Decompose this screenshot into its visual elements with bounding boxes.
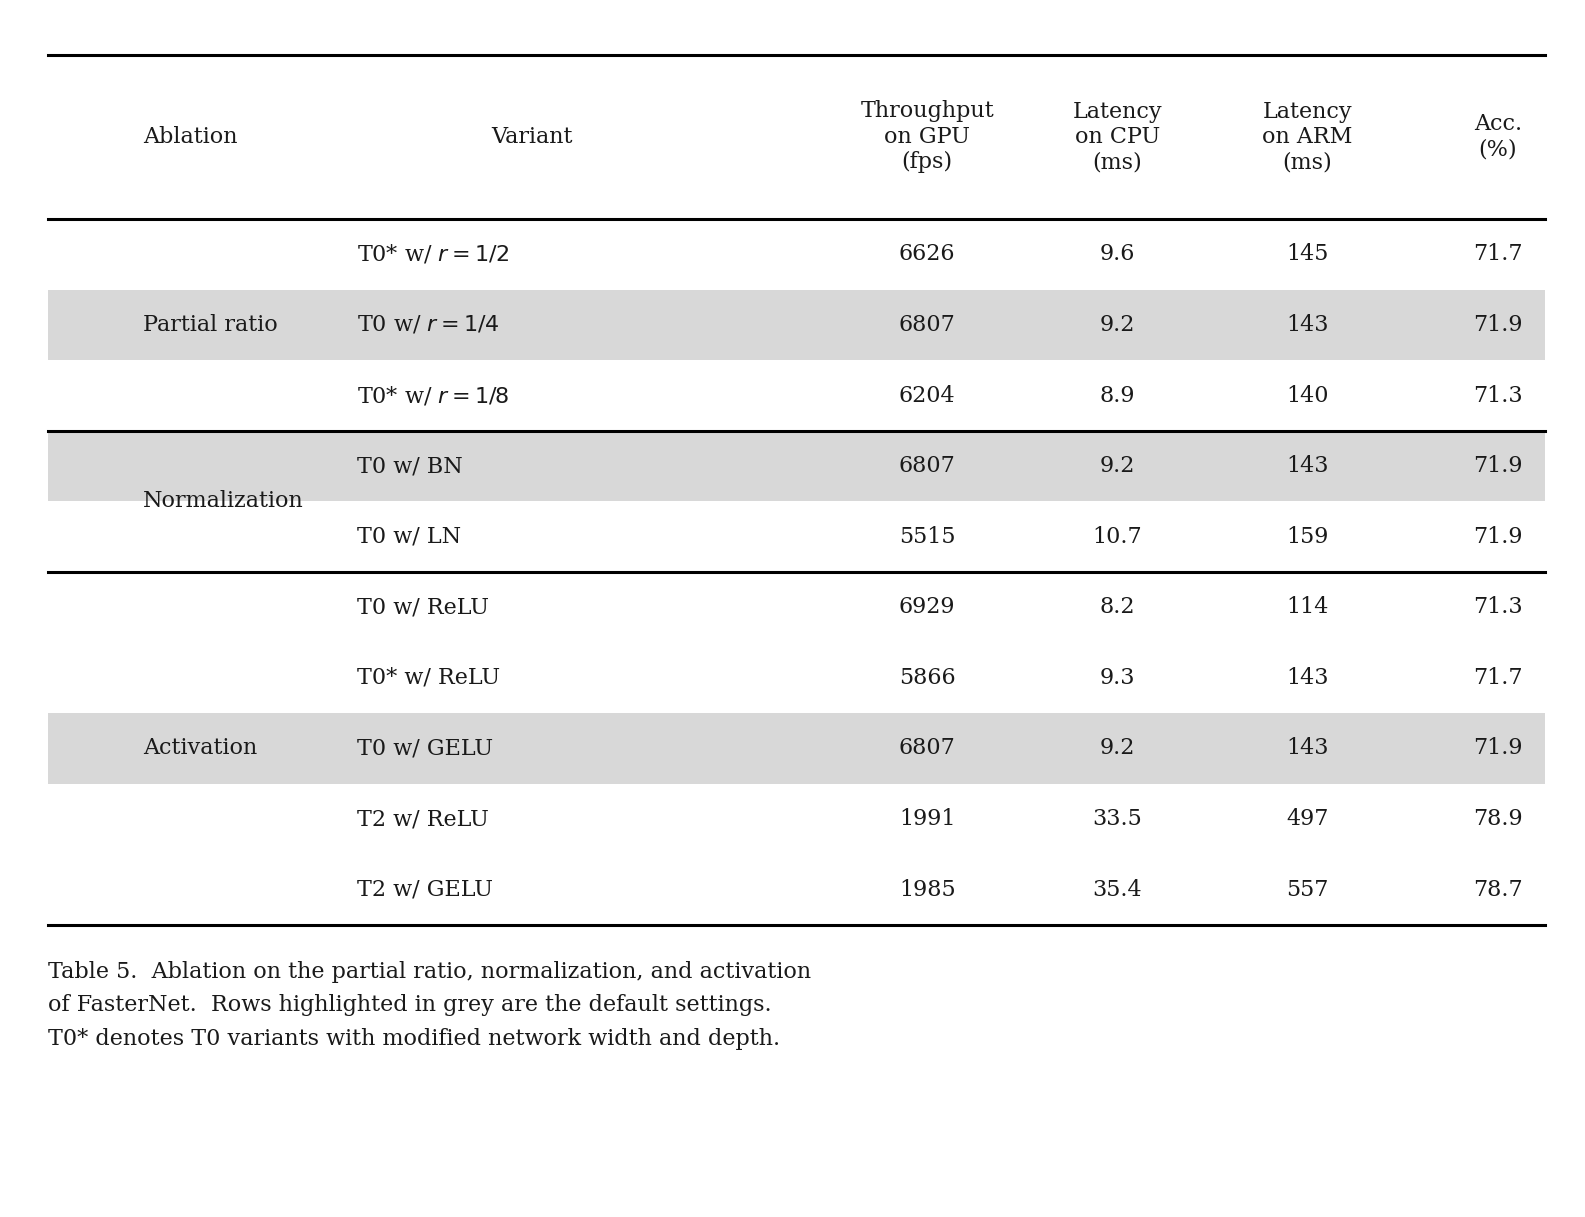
Text: 557: 557	[1287, 879, 1328, 901]
Text: Normalization: Normalization	[143, 490, 303, 512]
Text: 9.6: 9.6	[1100, 243, 1135, 265]
Text: 71.3: 71.3	[1472, 385, 1523, 406]
Text: 497: 497	[1287, 808, 1328, 830]
Text: 5515: 5515	[899, 526, 956, 548]
Text: T0* w/ $r = 1/2$: T0* w/ $r = 1/2$	[357, 243, 509, 265]
Text: 35.4: 35.4	[1092, 879, 1143, 901]
Text: 8.9: 8.9	[1100, 385, 1135, 406]
Text: T0 w/ LN: T0 w/ LN	[357, 526, 461, 548]
Text: 143: 143	[1287, 738, 1328, 759]
Text: Variant: Variant	[491, 125, 572, 148]
Text: 71.9: 71.9	[1472, 314, 1523, 336]
Text: 1985: 1985	[899, 879, 956, 901]
Text: 140: 140	[1287, 385, 1328, 406]
Text: 71.9: 71.9	[1472, 526, 1523, 548]
Text: T0 w/ GELU: T0 w/ GELU	[357, 738, 493, 759]
Text: 10.7: 10.7	[1092, 526, 1143, 548]
Text: Ablation: Ablation	[143, 125, 238, 148]
Text: 5866: 5866	[899, 667, 956, 689]
Text: 33.5: 33.5	[1092, 808, 1143, 830]
Text: 114: 114	[1287, 596, 1328, 618]
Text: 6626: 6626	[899, 243, 956, 265]
Text: 6204: 6204	[899, 385, 956, 406]
Text: T0* w/ $r = 1/8$: T0* w/ $r = 1/8$	[357, 385, 509, 406]
Text: 8.2: 8.2	[1100, 596, 1135, 618]
Text: 78.7: 78.7	[1472, 879, 1523, 901]
Text: 9.2: 9.2	[1100, 455, 1135, 477]
Text: Acc.
(%): Acc. (%)	[1474, 113, 1522, 161]
Text: 6807: 6807	[899, 314, 956, 336]
Text: 6929: 6929	[899, 596, 956, 618]
Text: T0 w/ $r = 1/4$: T0 w/ $r = 1/4$	[357, 314, 499, 336]
Text: Activation: Activation	[143, 738, 257, 759]
Text: 9.2: 9.2	[1100, 314, 1135, 336]
Text: T0* w/ ReLU: T0* w/ ReLU	[357, 667, 499, 689]
Text: T0 w/ BN: T0 w/ BN	[357, 455, 463, 477]
Text: T2 w/ ReLU: T2 w/ ReLU	[357, 808, 488, 830]
Text: 71.9: 71.9	[1472, 455, 1523, 477]
Text: 71.7: 71.7	[1472, 243, 1523, 265]
Text: Latency
on ARM
(ms): Latency on ARM (ms)	[1262, 101, 1354, 173]
Text: Latency
on CPU
(ms): Latency on CPU (ms)	[1073, 101, 1162, 173]
Text: 9.2: 9.2	[1100, 738, 1135, 759]
Text: 71.9: 71.9	[1472, 738, 1523, 759]
Text: 145: 145	[1287, 243, 1328, 265]
Text: 143: 143	[1287, 667, 1328, 689]
Text: 6807: 6807	[899, 738, 956, 759]
Text: T0 w/ ReLU: T0 w/ ReLU	[357, 596, 488, 618]
Text: 71.3: 71.3	[1472, 596, 1523, 618]
Text: 6807: 6807	[899, 455, 956, 477]
Text: 78.9: 78.9	[1472, 808, 1523, 830]
Text: 71.7: 71.7	[1472, 667, 1523, 689]
Text: 143: 143	[1287, 314, 1328, 336]
Text: Throughput
on GPU
(fps): Throughput on GPU (fps)	[861, 101, 994, 173]
Text: 143: 143	[1287, 455, 1328, 477]
Text: Partial ratio: Partial ratio	[143, 314, 277, 336]
Text: T2 w/ GELU: T2 w/ GELU	[357, 879, 493, 901]
Text: Table 5.  Ablation on the partial ratio, normalization, and activation
of Faster: Table 5. Ablation on the partial ratio, …	[48, 961, 810, 1049]
Text: 9.3: 9.3	[1100, 667, 1135, 689]
Text: 159: 159	[1287, 526, 1328, 548]
Text: 1991: 1991	[899, 808, 956, 830]
